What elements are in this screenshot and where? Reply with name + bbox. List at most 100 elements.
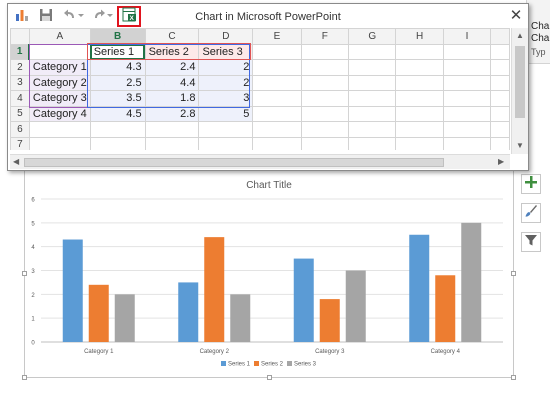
cell-d3[interactable]: 2 — [198, 74, 254, 91]
cell-c2[interactable]: 2.4 — [144, 59, 200, 76]
cell-j6[interactable] — [490, 121, 510, 138]
row-header-1[interactable]: 1 — [10, 43, 31, 60]
cell-d5[interactable]: 5 — [198, 105, 254, 122]
cell-g4[interactable] — [348, 90, 397, 107]
vertical-scroll-thumb[interactable] — [515, 46, 525, 118]
resize-handle-bottom-right[interactable] — [511, 375, 516, 380]
cell-c4[interactable]: 1.8 — [144, 90, 200, 107]
cell-c1[interactable]: Series 2 — [144, 43, 200, 60]
cell-e3[interactable] — [252, 74, 302, 91]
cell-f1[interactable] — [300, 43, 350, 60]
cell-f6[interactable] — [300, 121, 350, 138]
cell-f7[interactable] — [300, 136, 350, 150]
cell-b3[interactable]: 2.5 — [89, 74, 146, 91]
cell-e4[interactable] — [252, 90, 302, 107]
column-header-e[interactable]: E — [252, 28, 302, 45]
column-header-f[interactable]: F — [300, 28, 350, 45]
cell-f2[interactable] — [300, 59, 350, 76]
cell-a3[interactable]: Category 2 — [28, 74, 91, 91]
select-all-corner[interactable] — [10, 28, 30, 45]
cell-h5[interactable] — [395, 105, 444, 122]
add-chart-element-button[interactable] — [521, 174, 541, 194]
cell-e7[interactable] — [252, 136, 302, 150]
edit-data-in-excel-button[interactable]: X — [117, 6, 141, 27]
cell-e6[interactable] — [252, 121, 302, 138]
cell-a1[interactable] — [28, 43, 91, 60]
cell-e5[interactable] — [252, 105, 302, 122]
cell-a4[interactable]: Category 3 — [28, 90, 91, 107]
scroll-down-arrow-icon[interactable]: ▼ — [516, 141, 524, 150]
horizontal-scrollbar[interactable]: ◀ ▶ — [10, 154, 510, 169]
cell-j4[interactable] — [490, 90, 510, 107]
column-header-g[interactable]: G — [348, 28, 397, 45]
resize-handle-right[interactable] — [511, 271, 516, 276]
cell-d6[interactable] — [198, 121, 254, 138]
cell-j1[interactable] — [490, 43, 510, 60]
cell-i3[interactable] — [442, 74, 492, 91]
column-header-h[interactable]: H — [395, 28, 444, 45]
chart-filters-button[interactable] — [521, 232, 541, 252]
cell-a7[interactable] — [28, 136, 91, 150]
cell-g5[interactable] — [348, 105, 397, 122]
row-header-4[interactable]: 4 — [10, 90, 30, 107]
ribbon-text-2[interactable]: Chart T — [531, 33, 550, 44]
cell-g3[interactable] — [348, 74, 397, 91]
cell-i2[interactable] — [442, 59, 492, 76]
cell-g6[interactable] — [348, 121, 397, 138]
cell-d4[interactable]: 3 — [198, 90, 254, 107]
cell-a2[interactable]: Category 1 — [28, 59, 91, 76]
cell-c6[interactable] — [144, 121, 200, 138]
cell-f5[interactable] — [300, 105, 350, 122]
chart-title[interactable]: Chart Title — [246, 180, 292, 191]
cell-b7[interactable] — [89, 136, 146, 150]
vertical-scrollbar[interactable]: ▲ ▼ — [511, 28, 528, 154]
cell-b2[interactable]: 4.3 — [89, 59, 146, 76]
scroll-right-arrow-icon[interactable]: ▶ — [498, 157, 505, 166]
cell-c3[interactable]: 4.4 — [144, 74, 200, 91]
chart-styles-button[interactable] — [521, 203, 541, 223]
cell-i1[interactable] — [442, 43, 492, 60]
undo-button[interactable] — [62, 9, 86, 25]
cell-g1[interactable] — [348, 43, 397, 60]
resize-handle-left[interactable] — [22, 271, 27, 276]
cell-b5[interactable]: 4.5 — [89, 105, 146, 122]
row-header-2[interactable]: 2 — [10, 59, 30, 76]
cell-i5[interactable] — [442, 105, 492, 122]
cell-h2[interactable] — [395, 59, 444, 76]
column-header-b[interactable]: B — [89, 28, 146, 45]
cell-b4[interactable]: 3.5 — [89, 90, 146, 107]
cell-d1[interactable]: Series 3 — [198, 43, 254, 60]
scroll-left-arrow-icon[interactable]: ◀ — [13, 157, 20, 166]
resize-handle-bottom[interactable] — [267, 375, 272, 380]
cell-i6[interactable] — [442, 121, 492, 138]
cell-j7[interactable] — [490, 136, 510, 150]
row-header-7[interactable]: 7 — [10, 136, 30, 150]
cell-i4[interactable] — [442, 90, 492, 107]
cell-d2[interactable]: 2 — [198, 59, 254, 76]
cell-a6[interactable] — [28, 121, 91, 138]
cell-e2[interactable] — [252, 59, 302, 76]
column-header-c[interactable]: C — [144, 28, 200, 45]
row-header-3[interactable]: 3 — [10, 74, 30, 91]
close-button[interactable]: ✕ — [509, 7, 523, 24]
chart-app-button[interactable] — [14, 9, 30, 25]
cell-g7[interactable] — [348, 136, 397, 150]
horizontal-scroll-thumb[interactable] — [24, 158, 444, 167]
column-header-a[interactable]: A — [28, 28, 91, 45]
row-header-6[interactable]: 6 — [10, 121, 30, 138]
cell-i7[interactable] — [442, 136, 492, 150]
row-header-5[interactable]: 5 — [10, 105, 30, 122]
cell-f3[interactable] — [300, 74, 350, 91]
cell-g2[interactable] — [348, 59, 397, 76]
cell-e1[interactable] — [252, 43, 302, 60]
cell-f4[interactable] — [300, 90, 350, 107]
column-header-d[interactable]: D — [198, 28, 254, 45]
cell-h4[interactable] — [395, 90, 444, 107]
ribbon-text-1[interactable]: Char — [531, 21, 550, 32]
cell-j3[interactable] — [490, 74, 510, 91]
scroll-up-arrow-icon[interactable]: ▲ — [516, 31, 524, 40]
resize-handle-bottom-left[interactable] — [22, 375, 27, 380]
chart-area[interactable]: Chart Title 0 1 2 3 4 5 6 Category 1 Category 2 C… — [22, 166, 516, 380]
cell-a5[interactable]: Category 4 — [28, 105, 91, 122]
cell-c5[interactable]: 2.8 — [144, 105, 200, 122]
